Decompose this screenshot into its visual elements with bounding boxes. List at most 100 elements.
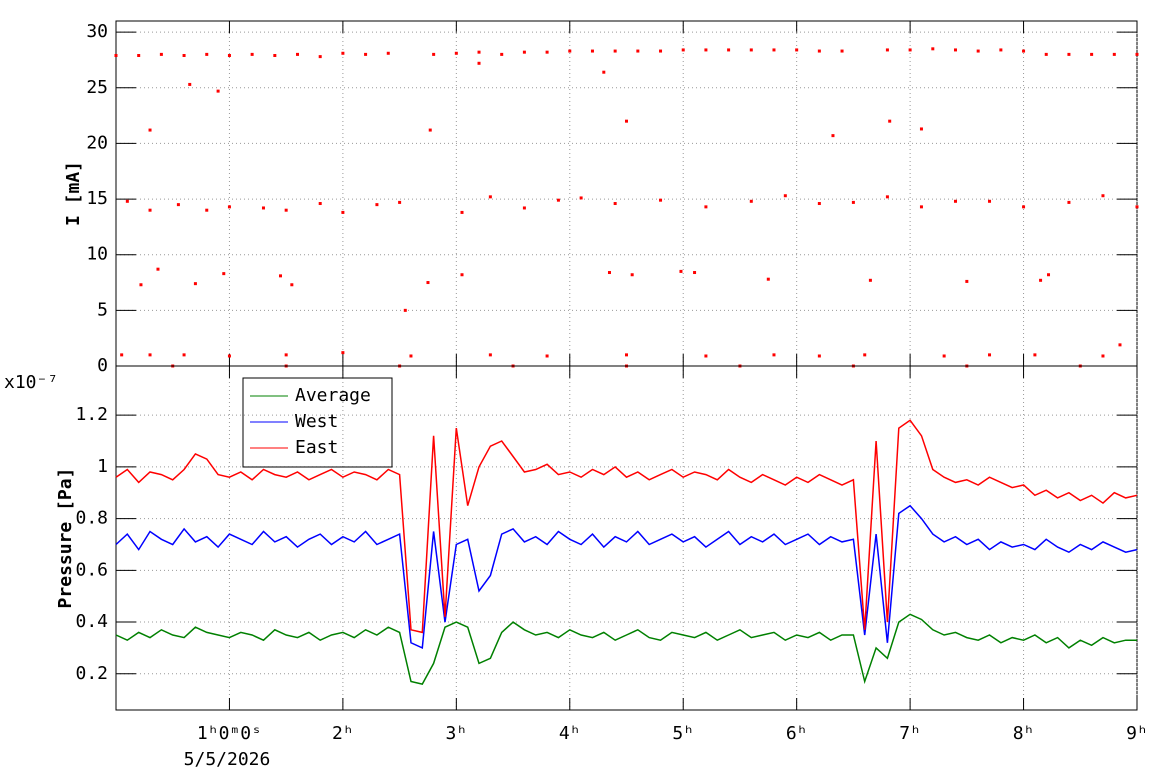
legend: Average West East	[242, 377, 393, 468]
point	[318, 55, 322, 59]
x-tick-label: 2ʰ	[332, 723, 354, 744]
point	[885, 195, 889, 199]
point	[477, 61, 481, 65]
point	[364, 52, 368, 56]
y-tick-label: 10	[86, 244, 108, 265]
point	[188, 82, 192, 86]
point	[749, 199, 753, 203]
point	[139, 283, 143, 287]
point	[772, 353, 776, 357]
point	[398, 200, 402, 204]
point	[976, 49, 980, 53]
plot-frame	[115, 365, 1138, 711]
point	[341, 210, 345, 214]
point	[625, 119, 628, 123]
point	[545, 50, 549, 54]
point	[681, 48, 685, 52]
point	[999, 48, 1003, 52]
x-tick-label: 3ʰ	[445, 723, 467, 744]
point	[403, 308, 407, 312]
point	[290, 283, 294, 287]
y-tick-label: 0.4	[75, 611, 108, 632]
point	[386, 51, 390, 55]
point	[1039, 278, 1043, 282]
point	[159, 52, 163, 56]
point	[227, 354, 231, 358]
point	[942, 354, 946, 358]
x-tick-label: 5ʰ	[672, 723, 694, 744]
axis-scale-label: x10⁻⁷	[4, 372, 58, 393]
y-tick-label: 25	[86, 77, 108, 98]
point	[148, 208, 152, 212]
point	[908, 48, 912, 52]
point	[409, 354, 413, 358]
point	[868, 278, 872, 282]
point	[176, 203, 180, 207]
point	[1022, 49, 1026, 53]
y-tick-label: 0.6	[75, 559, 108, 580]
point	[693, 271, 697, 275]
point	[250, 52, 254, 56]
point	[888, 119, 892, 123]
point	[522, 50, 526, 54]
point	[919, 127, 923, 131]
point	[454, 51, 458, 55]
point	[965, 279, 969, 283]
point	[227, 205, 231, 209]
point	[205, 52, 209, 56]
point	[630, 273, 634, 277]
point	[772, 48, 776, 52]
point	[477, 50, 481, 54]
point	[795, 48, 799, 52]
point	[1135, 205, 1139, 209]
point	[863, 353, 867, 357]
point	[988, 353, 992, 357]
point	[704, 48, 708, 52]
point	[1135, 52, 1139, 56]
point	[1044, 52, 1048, 56]
y-tick-label: 15	[86, 188, 108, 209]
y-tick-label: 0	[97, 355, 108, 376]
point	[840, 49, 844, 53]
point	[1118, 343, 1122, 347]
point	[817, 49, 821, 53]
point	[148, 353, 152, 357]
point	[659, 198, 663, 202]
x-tick-label: 1ʰ0ᵐ0ˢ	[197, 723, 262, 744]
point	[428, 128, 432, 132]
y-axis-label: Pressure [Pa]	[55, 468, 76, 609]
point	[727, 48, 731, 52]
point	[636, 49, 640, 53]
point	[273, 54, 277, 57]
series-line	[115, 613, 1137, 685]
point	[1033, 353, 1037, 357]
point	[216, 89, 220, 93]
point	[278, 274, 282, 278]
x-tick-label: 8ʰ	[1013, 723, 1035, 744]
point	[488, 353, 492, 357]
point	[426, 281, 430, 285]
point	[227, 54, 231, 57]
series-line	[115, 504, 1138, 650]
x-date-label: 5/5/2026	[184, 749, 271, 770]
plot-frame	[115, 20, 1138, 367]
y-tick-label: 1	[97, 456, 108, 477]
plot-area	[114, 47, 1139, 368]
point	[988, 199, 992, 203]
legend-label: Average	[295, 385, 371, 406]
point	[1067, 52, 1071, 56]
point	[488, 195, 492, 199]
point	[613, 49, 617, 53]
legend-label: East	[295, 437, 338, 458]
point	[1101, 194, 1105, 198]
point	[659, 49, 663, 53]
point	[545, 354, 549, 358]
point	[817, 202, 821, 206]
point	[1090, 52, 1094, 56]
point	[375, 203, 379, 207]
point	[205, 208, 209, 212]
point	[1112, 52, 1116, 56]
point	[704, 354, 708, 358]
point	[222, 272, 226, 276]
point	[749, 48, 753, 52]
